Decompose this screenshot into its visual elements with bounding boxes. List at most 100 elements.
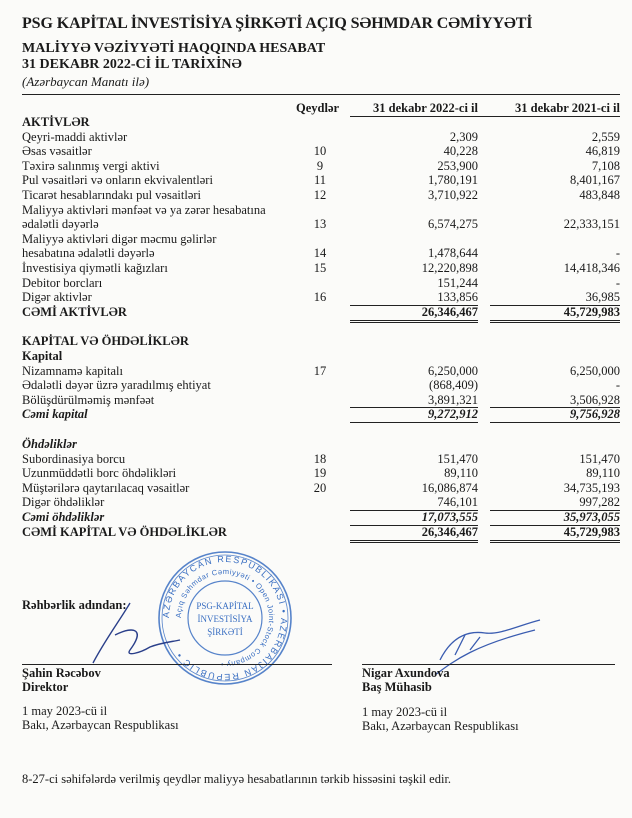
table-row: Cəmi kapital 9,272,912 9,756,928 <box>0 407 632 422</box>
row-label: KAPİTAL VƏ ÖHDƏLİKLƏR <box>22 334 189 349</box>
row-note: 13 <box>313 217 327 232</box>
value-2022: 26,346,467 <box>421 304 478 319</box>
value-2021: 151,470 <box>579 451 620 466</box>
table-row: hesabatına ədalətli dəyərlə 14 1,478,644 - <box>0 246 632 261</box>
column-header-rule <box>350 116 620 117</box>
row-label: Cəmi kapital <box>22 407 88 422</box>
row-note: 19 <box>313 466 327 481</box>
total-rule <box>350 525 478 526</box>
director-date: 1 may 2023-cü il <box>22 704 108 718</box>
value-2022: 151,244 <box>437 275 478 290</box>
table-row: Digər öhdəliklər 746,101 997,282 <box>0 495 632 510</box>
value-2022: 2,309 <box>449 129 478 144</box>
table-row: Cəmi öhdəliklər 17,073,555 35,973,055 <box>0 510 632 525</box>
row-label: CƏMİ AKTİVLƏR <box>22 304 127 319</box>
row-label: Nizamnamə kapitalı <box>22 363 124 378</box>
total-rule <box>490 510 620 511</box>
table-row: Pul vəsaitləri və onların ekvivalentləri… <box>0 173 632 188</box>
table-row: Bölüşdürülməmiş mənfəət 3,891,321 3,506,92… <box>0 393 632 408</box>
value-2021: 6,250,000 <box>570 363 620 378</box>
row-note: 16 <box>313 290 327 305</box>
table-row: ədalətli dəyərlə 13 6,574,275 22,333,151 <box>0 217 632 232</box>
value-2022: 26,346,467 <box>421 524 478 539</box>
row-label: AKTİVLƏR <box>22 115 90 129</box>
total-rule <box>490 525 620 526</box>
row-label: Ticarət hesablarındakı pul vəsaitləri <box>22 188 201 202</box>
row-note: 18 <box>313 451 327 466</box>
value-2022: 89,110 <box>444 466 478 481</box>
table-row: Subordinasiya borcu 18 151,470 151,470 <box>0 452 632 467</box>
total-rule <box>490 321 620 323</box>
table-row: Digər aktivlər 16 133,856 36,985 <box>0 290 632 305</box>
row-label: Bölüşdürülməmiş mənfəət <box>22 392 155 407</box>
stamp-center-line: ŞİRKƏTİ <box>207 627 243 637</box>
table-row: Kapital <box>0 349 632 364</box>
table-row: AKTİVLƏR <box>0 115 632 130</box>
total-rule <box>490 319 620 321</box>
value-2022: 12,220,898 <box>421 261 478 275</box>
accountant-title: Baş Mühasib <box>362 680 432 694</box>
stamp-center-line: İNVESTİSİYA <box>198 614 253 624</box>
currency-note: (Azərbaycan Manatı ilə) <box>22 74 150 89</box>
row-label: Digər öhdəliklər <box>22 495 105 510</box>
table-row: Öhdəliklər <box>0 437 632 452</box>
row-label: Digər aktivlər <box>22 290 92 305</box>
row-label: Pul vəsaitləri və onların ekvivalentləri <box>22 173 213 188</box>
row-note: 20 <box>313 480 327 495</box>
value-2021: 34,735,193 <box>563 480 620 495</box>
value-2021: 3,506,928 <box>570 392 620 407</box>
value-2021: 45,729,983 <box>563 304 620 319</box>
table-row: İnvestisiya qiymətli kağızları 15 12,220,8… <box>0 261 632 276</box>
accountant-name: Nigar Axundova <box>362 666 450 680</box>
value-2022: 3,891,321 <box>428 392 478 407</box>
row-label: Maliyyə aktivləri mənfəət və ya zərər he… <box>22 202 266 217</box>
table-row: Uzunmüddətli borc öhdəlikləri 19 89,110 89,… <box>0 466 632 481</box>
total-rule <box>350 510 478 511</box>
row-label: Öhdəliklər <box>22 437 77 451</box>
table-row: Ticarət hesablarındakı pul vəsaitləri 12 3… <box>0 188 632 203</box>
row-label: Qeyri-maddi aktivlər <box>22 129 128 144</box>
row-label: Kapital <box>22 349 63 363</box>
column-header-notes: Qeydlər <box>296 101 340 115</box>
value-2021: 9,756,928 <box>570 407 620 422</box>
value-2021: 997,282 <box>579 495 620 510</box>
value-2022: 17,073,555 <box>421 510 478 524</box>
value-2021: 8,401,167 <box>570 173 620 188</box>
report-date: 31 DEKABR 2022-Cİ İL TARİXİNƏ <box>22 57 242 72</box>
table-row: KAPİTAL VƏ ÖHDƏLİKLƏR <box>0 334 632 349</box>
table-row: Maliyyə aktivləri digər məcmu gəlirlər <box>0 232 632 247</box>
director-name: Şahin Rəcəbov <box>22 666 101 680</box>
row-label: ədalətli dəyərlə <box>22 217 99 232</box>
table-row: Müştərilərə qaytarılacaq vəsaitlər 20 16,0… <box>0 481 632 496</box>
row-note: 12 <box>313 188 327 202</box>
value-2022: 9,272,912 <box>428 407 478 422</box>
value-2021: 36,985 <box>585 290 620 305</box>
value-2022: 6,250,000 <box>428 363 478 378</box>
report-title: MALİYYƏ VƏZİYYƏTİ HAQQINDA HESABAT <box>22 41 326 56</box>
value-2021: 35,973,055 <box>563 510 620 524</box>
total-rule <box>490 541 620 543</box>
company-name: PSG KAPİTAL İNVESTİSİYA ŞİRKƏTİ AÇIQ SƏH… <box>22 15 533 32</box>
row-label: CƏMİ KAPİTAL VƏ ÖHDƏLİKLƏR <box>22 524 227 539</box>
row-note: 17 <box>313 363 327 378</box>
column-header-2022: 31 dekabr 2022-ci il <box>373 101 478 115</box>
accountant-signature <box>434 619 541 676</box>
value-2021: 2,559 <box>591 129 620 144</box>
row-label: Uzunmüddətli borc öhdəlikləri <box>22 466 177 481</box>
table-row: Nizamnamə kapitalı 17 6,250,000 6,250,000 <box>0 364 632 379</box>
row-label: Subordinasiya borcu <box>22 451 126 466</box>
total-rule <box>350 304 478 306</box>
director-title: Direktor <box>22 680 69 694</box>
total-rule <box>490 422 620 424</box>
column-header-2021: 31 dekabr 2021-ci il <box>515 101 620 115</box>
row-label: Cəmi öhdəliklər <box>22 510 105 524</box>
value-2022: 40,228 <box>443 144 478 159</box>
table-row: Təxirə salınmış vergi aktivi 9 253,900 7,10… <box>0 159 632 174</box>
total-rule <box>490 304 620 306</box>
row-note: 14 <box>313 246 327 261</box>
value-2021: 483,848 <box>579 188 620 202</box>
row-label: Maliyyə aktivləri digər məcmu gəlirlər <box>22 231 217 246</box>
value-2021: - <box>615 246 620 261</box>
value-2021: 14,418,346 <box>563 261 620 275</box>
director-signature-line <box>22 664 332 665</box>
